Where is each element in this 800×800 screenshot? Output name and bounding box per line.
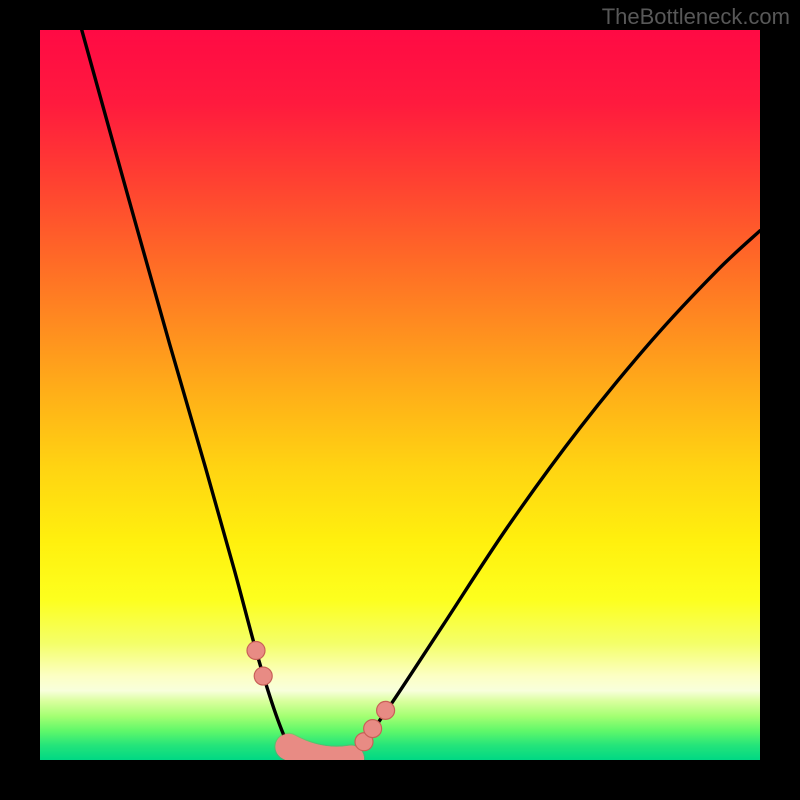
plot-area [40,30,760,760]
marker-left-0 [247,642,265,660]
marker-left-1 [254,667,272,685]
marker-right-2 [377,701,395,719]
chart-svg [40,30,760,760]
watermark-text: TheBottleneck.com [602,4,790,30]
root-container: TheBottleneck.com [0,0,800,800]
bottom-pill-marker-top [288,747,351,760]
marker-right-1 [364,720,382,738]
gradient-background [40,30,760,760]
